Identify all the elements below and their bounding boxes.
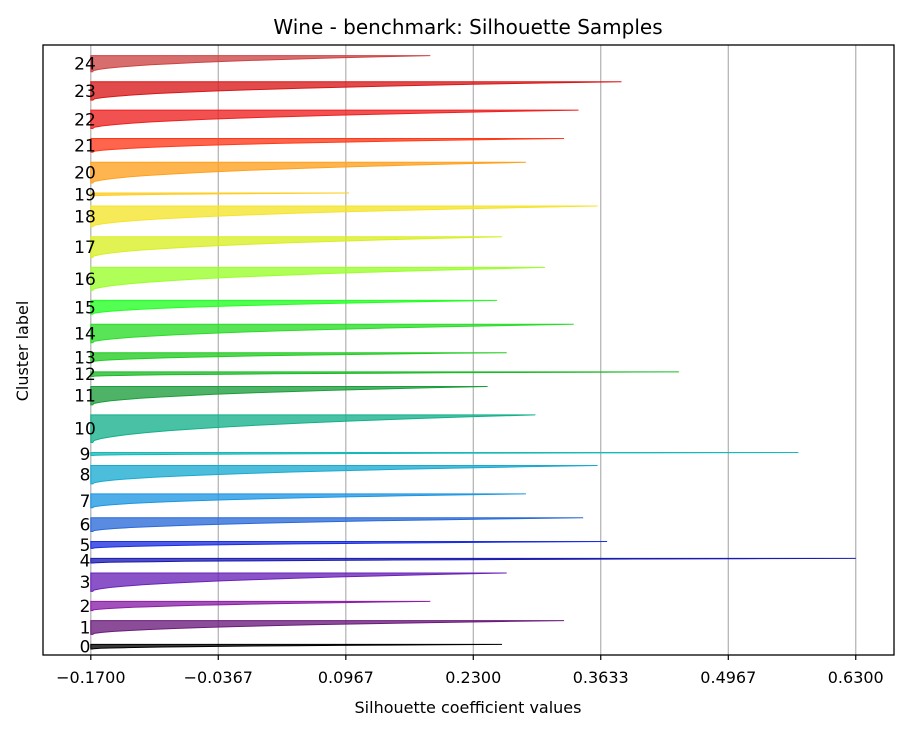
cluster-label-7: 7 xyxy=(80,492,91,512)
cluster-label-10: 10 xyxy=(74,420,96,440)
silhouette-band-cluster-11 xyxy=(90,386,488,406)
silhouette-band-cluster-13 xyxy=(90,352,507,363)
x-tick-label: −0.0367 xyxy=(184,668,253,687)
silhouette-band-cluster-21 xyxy=(90,138,565,153)
cluster-label-21: 21 xyxy=(74,136,96,156)
silhouette-band-cluster-22 xyxy=(90,109,579,129)
y-axis-label: Cluster label xyxy=(13,301,32,402)
silhouette-band-cluster-20 xyxy=(90,161,526,184)
silhouette-band-cluster-1 xyxy=(90,620,565,635)
cluster-label-0: 0 xyxy=(80,638,91,658)
cluster-label-8: 8 xyxy=(80,466,91,486)
cluster-label-1: 1 xyxy=(80,618,91,638)
cluster-label-20: 20 xyxy=(74,164,96,184)
cluster-label-24: 24 xyxy=(74,55,96,75)
x-axis-label: Silhouette coefficient values xyxy=(355,698,582,717)
cluster-label-9: 9 xyxy=(80,445,91,465)
silhouette-band-cluster-24 xyxy=(90,55,431,73)
silhouette-band-cluster-8 xyxy=(90,465,598,485)
silhouette-band-cluster-4 xyxy=(90,557,856,564)
silhouette-band-cluster-19 xyxy=(90,192,350,197)
silhouette-band-cluster-9 xyxy=(90,452,799,456)
cluster-label-13: 13 xyxy=(74,348,96,368)
silhouette-band-cluster-5 xyxy=(90,541,608,549)
cluster-label-5: 5 xyxy=(80,536,91,556)
cluster-label-17: 17 xyxy=(74,238,96,258)
cluster-label-14: 14 xyxy=(74,324,96,344)
cluster-label-15: 15 xyxy=(74,298,96,318)
x-tick-label: 0.6300 xyxy=(828,668,884,687)
x-tick-label: 0.2300 xyxy=(445,668,501,687)
silhouette-bands xyxy=(90,55,856,650)
silhouette-band-cluster-10 xyxy=(90,414,536,443)
cluster-label-11: 11 xyxy=(74,387,96,407)
cluster-label-22: 22 xyxy=(74,110,96,130)
cluster-label-4: 4 xyxy=(80,552,91,572)
cluster-label-6: 6 xyxy=(80,516,91,536)
silhouette-band-cluster-12 xyxy=(90,371,679,377)
plot-frame xyxy=(42,44,895,656)
cluster-label-19: 19 xyxy=(74,186,96,206)
silhouette-band-cluster-2 xyxy=(90,600,431,612)
silhouette-band-cluster-17 xyxy=(90,236,503,258)
cluster-label-2: 2 xyxy=(80,597,91,617)
chart-title: Wine - benchmark: Silhouette Samples xyxy=(273,15,662,39)
x-tick-label: 0.3633 xyxy=(573,668,629,687)
cluster-label-23: 23 xyxy=(74,82,96,102)
silhouette-band-cluster-0 xyxy=(90,643,503,650)
x-tick-label: 0.4967 xyxy=(700,668,756,687)
cluster-label-12: 12 xyxy=(74,365,96,385)
cluster-label-18: 18 xyxy=(74,207,96,227)
silhouette-band-cluster-18 xyxy=(90,205,598,228)
x-axis-ticks: −0.1700 −0.0367 0.0967 0.2300 0.3633 0.4967 0.… xyxy=(56,655,884,687)
cluster-label-16: 16 xyxy=(74,270,96,290)
silhouette-band-cluster-14 xyxy=(90,323,574,344)
silhouette-band-cluster-6 xyxy=(90,517,584,532)
x-tick-label: 0.0967 xyxy=(318,668,374,687)
cluster-label-3: 3 xyxy=(80,573,91,593)
silhouette-band-cluster-7 xyxy=(90,493,526,509)
silhouette-band-cluster-16 xyxy=(90,266,546,291)
silhouette-band-cluster-23 xyxy=(90,81,622,101)
silhouette-band-cluster-15 xyxy=(90,299,498,315)
x-tick-label: −0.1700 xyxy=(56,668,125,687)
silhouette-band-cluster-3 xyxy=(90,572,507,592)
